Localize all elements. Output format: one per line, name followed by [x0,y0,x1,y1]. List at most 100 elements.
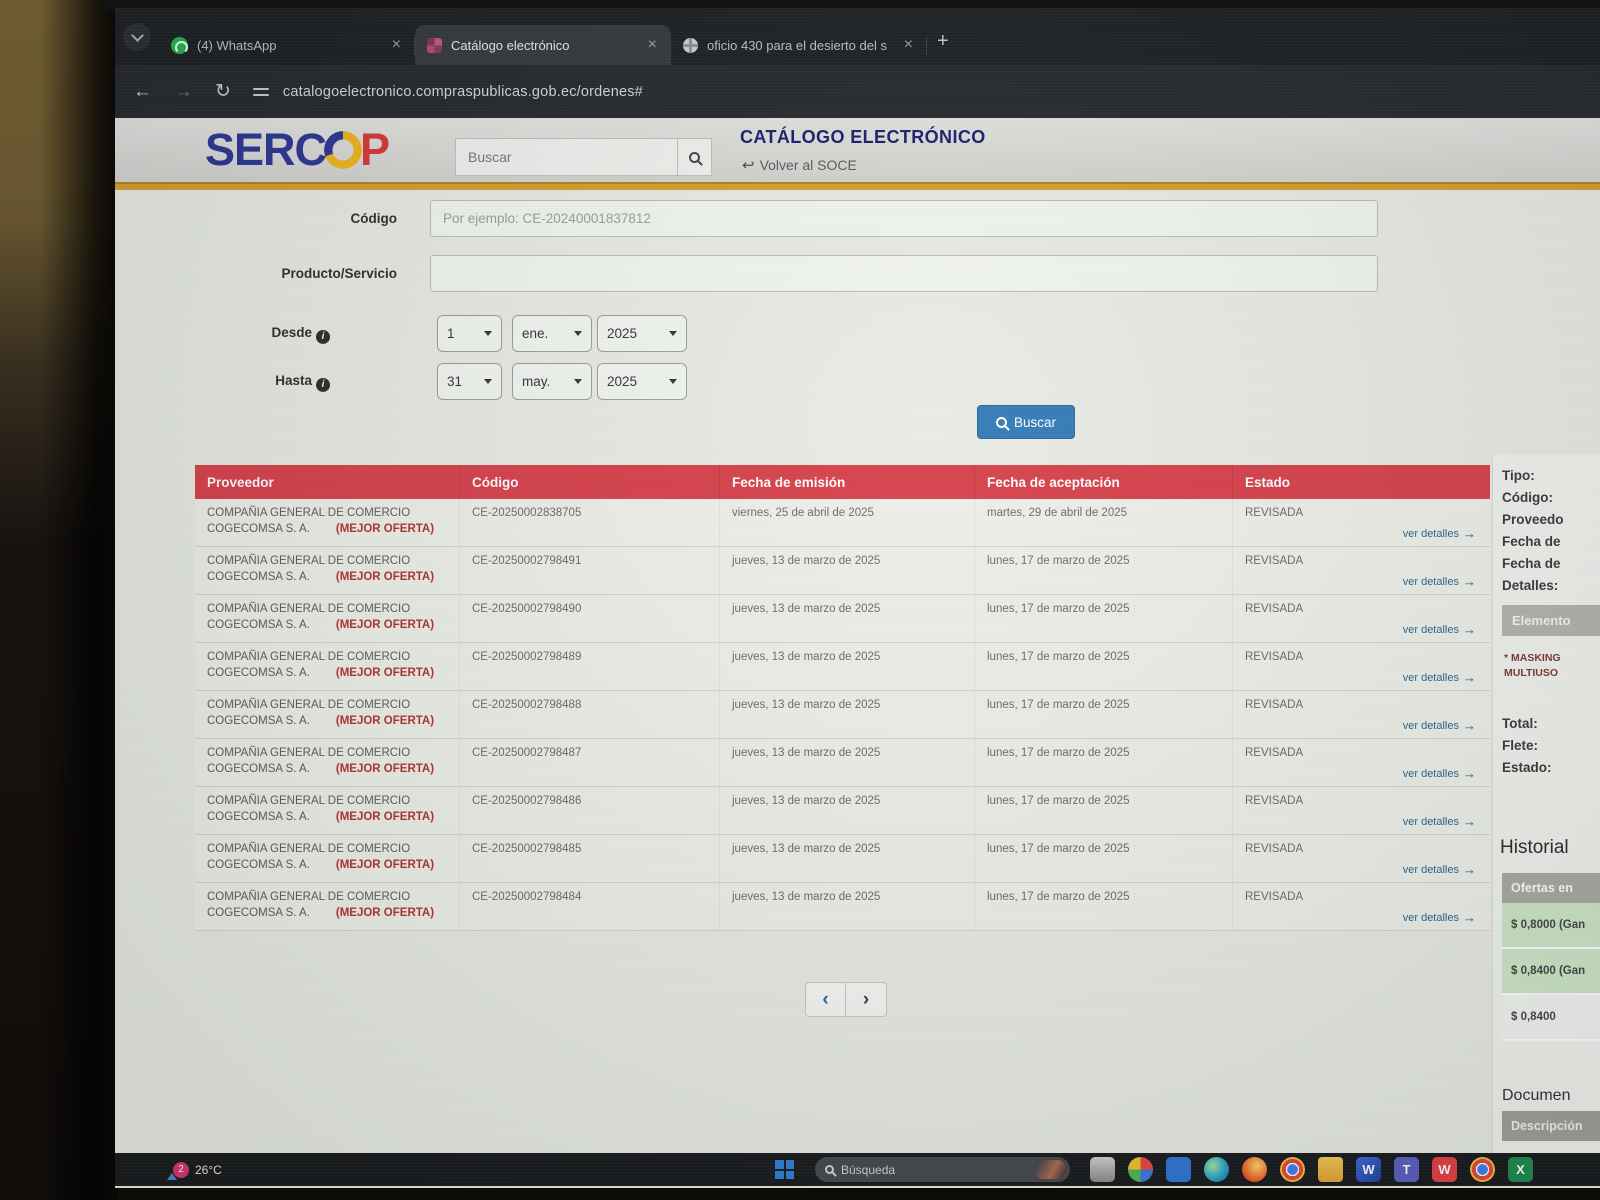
chevron-down-icon [669,331,677,336]
forward-icon[interactable]: → [174,80,193,102]
prev-page-button[interactable]: ‹ [805,982,846,1017]
table-row: COMPAÑIA GENERAL DE COMERCIO COGECOMSA S… [195,643,1490,691]
ver-detalles-link[interactable]: ver detalles → [1402,670,1476,685]
estado-cell: REVISADA ver detalles → [1233,547,1490,594]
ofertas-rows: $ 0,8000 (Gan $ 0,8400 (Gan $ 0,8400 [1502,903,1600,1041]
tab-search-button[interactable] [123,23,151,51]
browser-tab-strip: (4) WhatsApp × Catálogo electrónico × of… [115,8,1600,65]
codigo-input[interactable] [430,200,1378,237]
windows-start-button[interactable] [775,1160,794,1179]
proveedor-cell: COMPAÑIA GENERAL DE COMERCIO COGECOMSA S… [195,547,460,594]
close-icon[interactable]: × [391,36,401,53]
chevron-down-icon [669,379,677,384]
close-icon[interactable]: × [647,36,657,53]
arrow-right-icon: → [1463,910,1476,925]
codigo-cell: CE-20250002798487 [460,739,720,786]
buscar-button[interactable]: Buscar [977,405,1075,439]
arrow-right-icon: → [1463,526,1476,541]
desde-year-select[interactable]: 2025 [597,315,687,352]
header-search-button[interactable] [677,139,711,175]
volver-al-soce-link[interactable]: ↩ Volver al SOCE [742,157,857,174]
taskbar-weather[interactable]: 2 26°C [167,1161,222,1180]
desde-month-select[interactable]: ene. [512,315,592,352]
chrome2-icon[interactable] [1470,1157,1495,1182]
table-row: COMPAÑIA GENERAL DE COMERCIO COGECOMSA S… [195,547,1490,595]
tab-catalogo-electronico[interactable]: Catálogo electrónico × [415,25,671,65]
taskbar-search[interactable]: Búsqueda [815,1157,1070,1182]
detail-totals: Total: Flete: Estado: [1502,713,1552,779]
edge-icon[interactable] [1204,1157,1229,1182]
ver-detalles-link[interactable]: ver detalles → [1402,766,1476,781]
info-icon[interactable]: i [316,378,330,392]
explorer-icon[interactable] [1318,1157,1343,1182]
ofertas-header: Ofertas en [1502,873,1600,903]
tab-whatsapp[interactable]: (4) WhatsApp × [159,25,415,65]
fecha-aceptacion-cell: lunes, 17 de marzo de 2025 [975,643,1233,690]
hasta-day-select[interactable]: 31 [437,363,502,400]
chrome-icon[interactable] [1280,1157,1305,1182]
catalog-favicon [427,37,442,53]
hasta-month-select[interactable]: may. [512,363,592,400]
status-badge: REVISADA [1245,747,1304,759]
codigo-cell: CE-20250002798490 [460,595,720,642]
ver-detalles-link[interactable]: ver detalles → [1402,814,1476,829]
detail-panel: Tipo: Código: Proveedo Fecha de Fecha de Deta… [1492,455,1600,1153]
col-fecha-aceptacion: Fecha de aceptación [975,465,1233,499]
back-icon[interactable]: ← [133,80,152,102]
temperature: 26°C [195,1162,222,1177]
info-icon[interactable]: i [316,330,330,344]
ver-detalles-link[interactable]: ver detalles → [1402,622,1476,637]
word-icon[interactable]: W [1356,1157,1381,1182]
hasta-year-select[interactable]: 2025 [597,363,687,400]
proveedor-cell: COMPAÑIA GENERAL DE COMERCIO COGECOMSA S… [195,595,460,642]
widgets-icon[interactable] [1128,1157,1153,1182]
next-page-button[interactable]: › [846,982,887,1017]
desde-day-select[interactable]: 1 [437,315,502,352]
header-search-input[interactable] [456,139,677,175]
teams-icon[interactable]: T [1394,1157,1419,1182]
mejor-oferta-badge: (MEJOR OFERTA) [335,571,435,583]
taskview-icon[interactable] [1090,1157,1115,1182]
mejor-oferta-badge: (MEJOR OFERTA) [335,907,435,919]
arrow-right-icon: → [1463,670,1476,685]
fecha-emision-cell: viernes, 25 de abril de 2025 [720,499,975,546]
new-tab-button[interactable]: + [937,30,949,52]
status-badge: REVISADA [1245,555,1304,567]
tab-label: (4) WhatsApp [197,37,277,53]
estado-cell: REVISADA ver detalles → [1233,739,1490,786]
ver-detalles-link[interactable]: ver detalles → [1402,718,1476,733]
estado-cell: REVISADA ver detalles → [1233,499,1490,546]
estado-cell: REVISADA ver detalles → [1233,643,1490,690]
proveedor-cell: COMPAÑIA GENERAL DE COMERCIO COGECOMSA S… [195,691,460,738]
fecha-emision-cell: jueves, 13 de marzo de 2025 [720,643,975,690]
site-settings-icon[interactable] [252,86,269,98]
elemento-header[interactable]: Elemento [1502,605,1600,636]
mejor-oferta-badge: (MEJOR OFERTA) [335,811,435,823]
tab-oficio-430[interactable]: oficio 430 para el desierto del s × [671,25,927,65]
item-description: * MASKING MULTIUSO [1504,652,1561,679]
proveedor-cell: COMPAÑIA GENERAL DE COMERCIO COGECOMSA S… [195,739,460,786]
mejor-oferta-badge: (MEJOR OFERTA) [335,619,435,631]
reload-icon[interactable]: ↻ [215,81,231,102]
firefox-icon[interactable] [1242,1157,1267,1182]
ver-detalles-link[interactable]: ver detalles → [1402,862,1476,877]
address-bar[interactable]: catalogoelectronico.compraspublicas.gob.… [282,83,643,100]
producto-servicio-input[interactable] [430,255,1378,292]
header-search-box [455,138,712,176]
table-row: COMPAÑIA GENERAL DE COMERCIO COGECOMSA S… [195,499,1490,547]
store-icon[interactable] [1166,1157,1191,1182]
wps-icon[interactable]: W [1432,1157,1457,1182]
codigo-cell: CE-20250002798485 [460,835,720,882]
producto-servicio-label: Producto/Servicio [281,266,397,281]
excel-icon[interactable]: X [1508,1157,1533,1182]
close-icon[interactable]: × [903,36,913,53]
ver-detalles-link[interactable]: ver detalles → [1402,526,1476,541]
ver-detalles-link[interactable]: ver detalles → [1402,910,1476,925]
ver-detalles-link[interactable]: ver detalles → [1402,574,1476,589]
search-icon [689,151,700,163]
laptop-bezel [40,0,118,1200]
fecha-aceptacion-cell: lunes, 17 de marzo de 2025 [975,787,1233,834]
search-icon [995,416,1007,428]
